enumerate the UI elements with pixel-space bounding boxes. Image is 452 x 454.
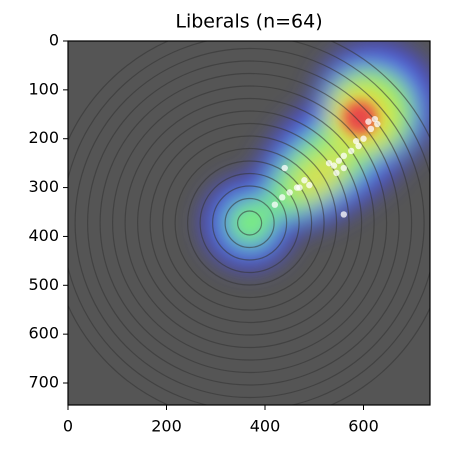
y-tick-label: 400 [28,226,59,245]
point [340,164,348,172]
x-tick-label: 0 [63,417,73,436]
point [335,157,343,164]
ring [174,147,325,299]
point [301,177,308,184]
y-tick-label: 500 [28,275,59,294]
y-tick-label: 200 [28,128,59,147]
ring [74,47,425,399]
point [340,152,348,160]
point [281,164,288,172]
x-tick-label: 600 [348,417,379,436]
point [371,115,379,123]
point [279,194,286,201]
ring [162,135,338,311]
ring [224,197,275,249]
ring [124,97,375,349]
y-tick-label: 100 [28,79,59,98]
y-tick-label: 600 [28,324,59,343]
point [340,211,348,218]
ring [99,72,400,374]
ring [87,60,413,386]
chart-title: Liberals (n=64) [175,11,322,33]
point [367,125,375,133]
y-tick-label: 0 [49,31,59,50]
plot-frame [67,40,431,406]
point [286,189,293,196]
ring [112,85,388,361]
point [306,181,313,189]
y-tick-label: 300 [28,177,59,196]
point [271,201,279,208]
point [374,120,381,128]
ring [237,210,263,236]
x-tick-label: 400 [250,417,281,436]
ring [137,110,363,336]
point [296,184,303,191]
point [365,118,372,125]
point [355,142,362,150]
point [330,162,338,169]
ring [149,122,350,324]
point [333,169,340,177]
y-tick-label: 700 [28,373,59,392]
ring [199,172,300,274]
point [360,135,367,142]
ring [187,160,313,286]
point [325,159,333,167]
ring [212,185,288,261]
point [347,147,355,155]
heatmap [68,41,430,405]
x-tick-label: 200 [151,417,182,436]
point [352,137,360,145]
